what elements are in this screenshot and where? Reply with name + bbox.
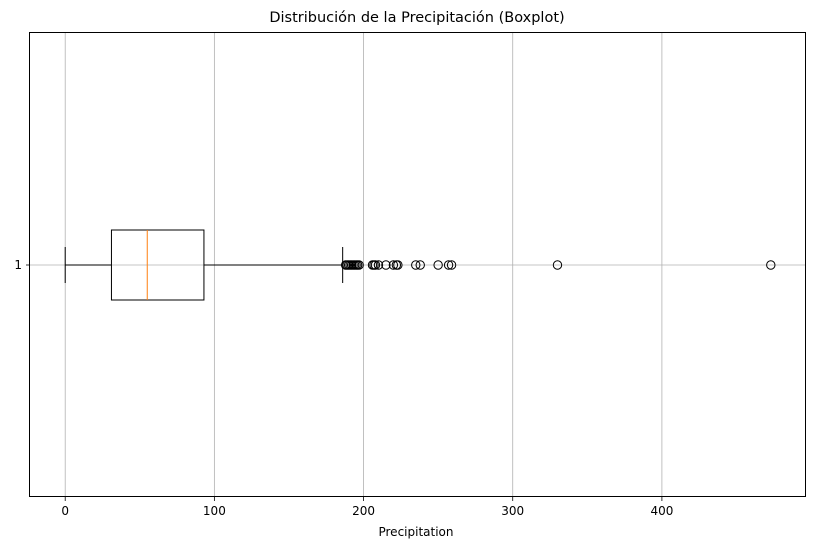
outlier-point [433, 260, 443, 270]
y-tick-label: 1 [14, 258, 22, 272]
iqr-box [110, 229, 205, 301]
outlier-point [381, 260, 391, 270]
outlier-point [415, 260, 425, 270]
grid-lines [30, 33, 806, 497]
x-tick-label: 100 [203, 504, 226, 518]
outlier-point [552, 260, 563, 270]
chart-title: Distribución de la Precipitación (Boxplo… [269, 10, 564, 26]
box-elements [64, 229, 776, 301]
outlier-point [411, 260, 421, 270]
outlier-point [354, 260, 364, 270]
y-axis-ticks: 1 [14, 258, 30, 272]
x-axis-ticks: 0 100 200 300 400 [61, 497, 673, 518]
outlier-point [373, 260, 384, 270]
x-tick-label: 200 [352, 504, 375, 518]
outlier-point [766, 260, 776, 270]
x-tick-label: 400 [650, 504, 673, 518]
x-tick-label: 0 [61, 504, 69, 518]
x-axis-label: Precipitation [378, 525, 453, 539]
outlier-point [388, 260, 399, 270]
outlier-point [446, 260, 457, 270]
outlier-point [370, 260, 381, 270]
x-tick-label: 300 [501, 504, 524, 518]
outlier-point [443, 260, 454, 270]
outlier-point [393, 260, 403, 270]
plot-frame [29, 32, 806, 497]
